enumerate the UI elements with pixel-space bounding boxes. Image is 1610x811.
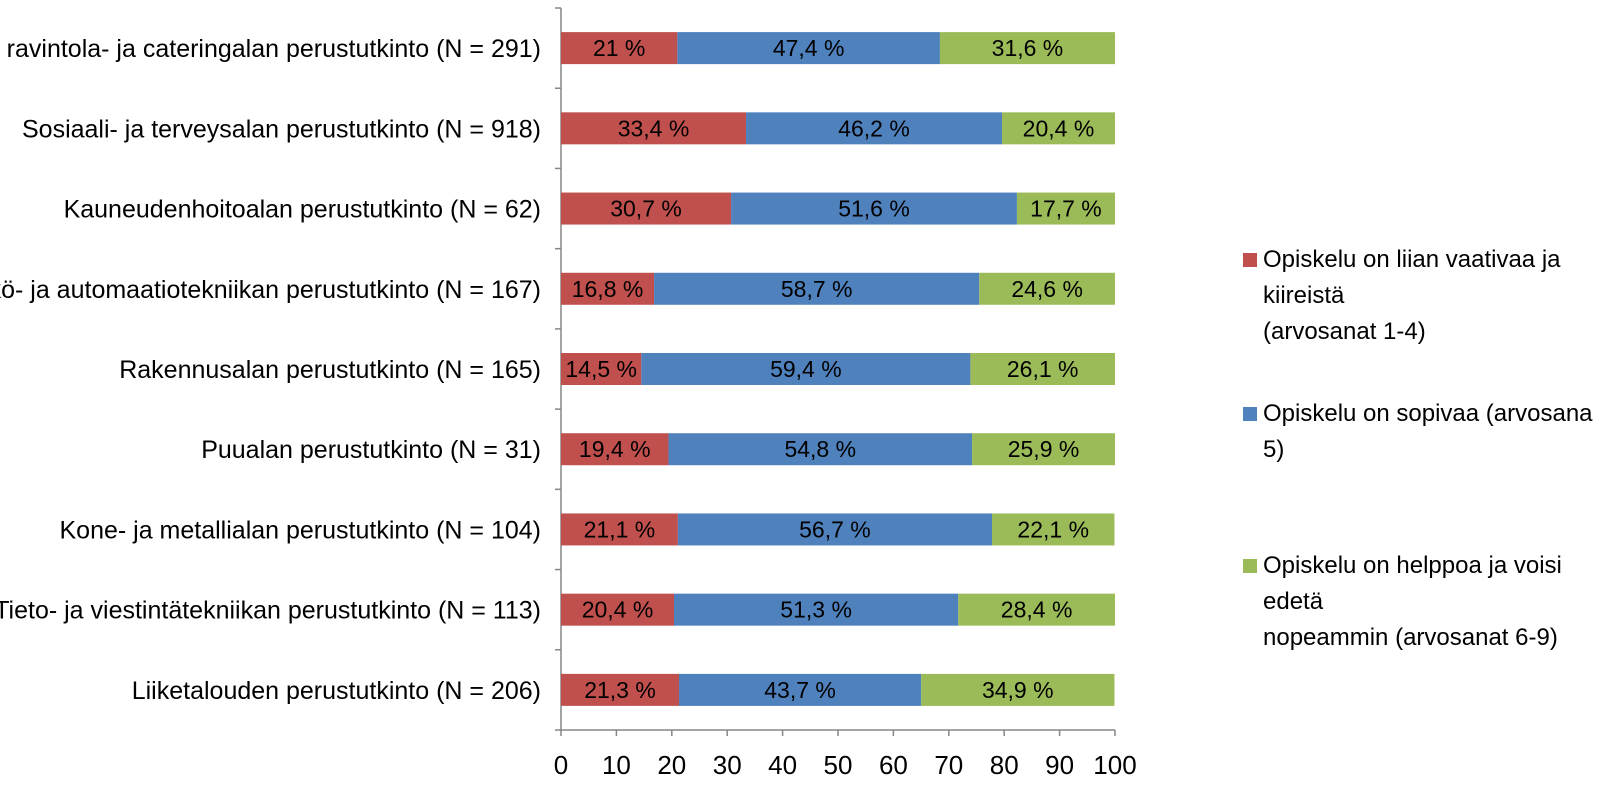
bar-segment xyxy=(731,192,1017,225)
bar-segment xyxy=(641,353,971,385)
bar-segment xyxy=(746,112,1002,145)
x-tick-label: 30 xyxy=(713,750,742,780)
x-tick-label: 100 xyxy=(1093,750,1136,780)
data-label: 46,2 % xyxy=(838,115,910,141)
x-tick-label: 60 xyxy=(879,750,908,780)
bar-segment xyxy=(561,192,732,225)
data-label: 17,7 % xyxy=(1030,196,1102,222)
data-label: 51,3 % xyxy=(780,597,852,623)
bar-segment xyxy=(561,32,678,65)
data-label: 21,1 % xyxy=(584,516,656,542)
data-label: 47,4 % xyxy=(773,35,845,61)
data-label: 24,6 % xyxy=(1011,276,1083,302)
bar-segment xyxy=(561,513,678,546)
x-tick-label: 20 xyxy=(657,750,686,780)
bar-segment xyxy=(561,272,655,305)
bar-segment xyxy=(677,513,993,546)
data-label: 59,4 % xyxy=(770,356,842,382)
legend-label: Opiskelu on liian vaativaa ja kiireistä … xyxy=(1263,242,1603,350)
bar-segment xyxy=(992,513,1115,546)
category-label: Kauneudenhoitoalan perustutkinto (N = 62… xyxy=(64,196,541,224)
legend-swatch-blue xyxy=(1243,407,1257,421)
bar-segment xyxy=(668,433,973,466)
x-tick-label: 0 xyxy=(554,750,568,780)
legend-label-line1: Opiskelu on sopivaa (arvosana 5) xyxy=(1263,400,1593,463)
bar-segment xyxy=(679,673,922,706)
data-label: 54,8 % xyxy=(784,436,856,462)
data-label: 30,7 % xyxy=(610,196,682,222)
legend-swatch-red xyxy=(1243,253,1257,267)
bar-segment xyxy=(970,353,1115,385)
legend-item-series-1: Opiskelu on liian vaativaa ja kiireistä … xyxy=(1243,242,1603,350)
legend-label-line1: Opiskelu on liian vaativaa ja kiireistä xyxy=(1263,246,1561,309)
data-label: 33,4 % xyxy=(618,115,690,141)
category-label: Puualan perustutkinto (N = 31) xyxy=(201,436,541,464)
data-label: 16,8 % xyxy=(572,276,644,302)
bar-segment xyxy=(654,272,980,305)
legend-label-line2: (arvosanat 1-4) xyxy=(1263,318,1426,345)
data-label: 43,7 % xyxy=(764,677,836,703)
legend-item-series-3: Opiskelu on helppoa ja voisi edetä nopea… xyxy=(1243,548,1603,656)
data-label: 28,4 % xyxy=(1001,597,1073,623)
x-tick-label: 70 xyxy=(934,750,963,780)
bar-segment xyxy=(939,32,1115,65)
stacked-bar-chart: 0 10 20 30 40 50 60 70 80 90 100 Hotelli-, ravintol… xyxy=(0,7,1137,780)
category-label: Kone- ja metallialan perustutkinto (N = … xyxy=(59,516,541,544)
data-label: 22,1 % xyxy=(1017,516,1089,542)
legend-label: Opiskelu on sopivaa (arvosana 5) xyxy=(1263,396,1603,468)
x-tick-label: 80 xyxy=(990,750,1019,780)
legend-item-series-2: Opiskelu on sopivaa (arvosana 5) xyxy=(1243,396,1603,468)
data-label: 34,9 % xyxy=(982,677,1054,703)
x-tick-label: 10 xyxy=(602,750,631,780)
bar-segment xyxy=(561,112,747,145)
legend-label-line1: Opiskelu on helppoa ja voisi edetä xyxy=(1263,552,1562,615)
bar-segment xyxy=(921,673,1115,706)
category-label: Hotelli-, ravintola- ja cateringalan per… xyxy=(0,35,541,63)
x-tick-label: 50 xyxy=(824,750,853,780)
category-label: Sosiaali- ja terveysalan perustutkinto (… xyxy=(22,115,541,143)
data-label: 20,4 % xyxy=(1023,115,1095,141)
legend: Opiskelu on liian vaativaa ja kiireistä … xyxy=(1243,0,1610,811)
bar-segment xyxy=(972,433,1115,466)
bar-segment xyxy=(561,593,675,626)
data-label: 25,9 % xyxy=(1008,436,1080,462)
data-label: 14,5 % xyxy=(565,356,637,382)
category-label: Sähkö- ja automaatiotekniikan perustutki… xyxy=(0,276,541,304)
bar-segment xyxy=(979,272,1115,305)
data-label: 21,3 % xyxy=(584,677,656,703)
data-label: 20,4 % xyxy=(582,597,654,623)
data-label: 58,7 % xyxy=(781,276,853,302)
data-label: 51,6 % xyxy=(838,196,910,222)
bar-segment xyxy=(674,593,959,626)
bar-segment xyxy=(561,353,642,385)
data-label: 19,4 % xyxy=(579,436,651,462)
legend-label-line2: nopeammin (arvosanat 6-9) xyxy=(1263,624,1558,651)
bar-segment xyxy=(1016,192,1115,225)
bar-segment xyxy=(677,32,940,65)
bar-segment xyxy=(958,593,1115,626)
data-label: 26,1 % xyxy=(1007,356,1079,382)
data-label: 56,7 % xyxy=(799,516,871,542)
category-label: Tieto- ja viestintätekniikan perustutkin… xyxy=(0,597,541,625)
category-label: Liiketalouden perustutkinto (N = 206) xyxy=(132,677,541,705)
x-tick-label: 40 xyxy=(768,750,797,780)
data-label: 31,6 % xyxy=(992,35,1064,61)
category-label: Rakennusalan perustutkinto (N = 165) xyxy=(119,356,541,384)
data-label: 21 % xyxy=(593,35,645,61)
bar-segment xyxy=(1001,112,1115,145)
x-tick-label: 90 xyxy=(1045,750,1074,780)
bar-segment xyxy=(561,673,680,706)
bar-segment xyxy=(561,433,669,466)
legend-swatch-green xyxy=(1243,559,1257,573)
legend-label: Opiskelu on helppoa ja voisi edetä nopea… xyxy=(1263,548,1603,656)
